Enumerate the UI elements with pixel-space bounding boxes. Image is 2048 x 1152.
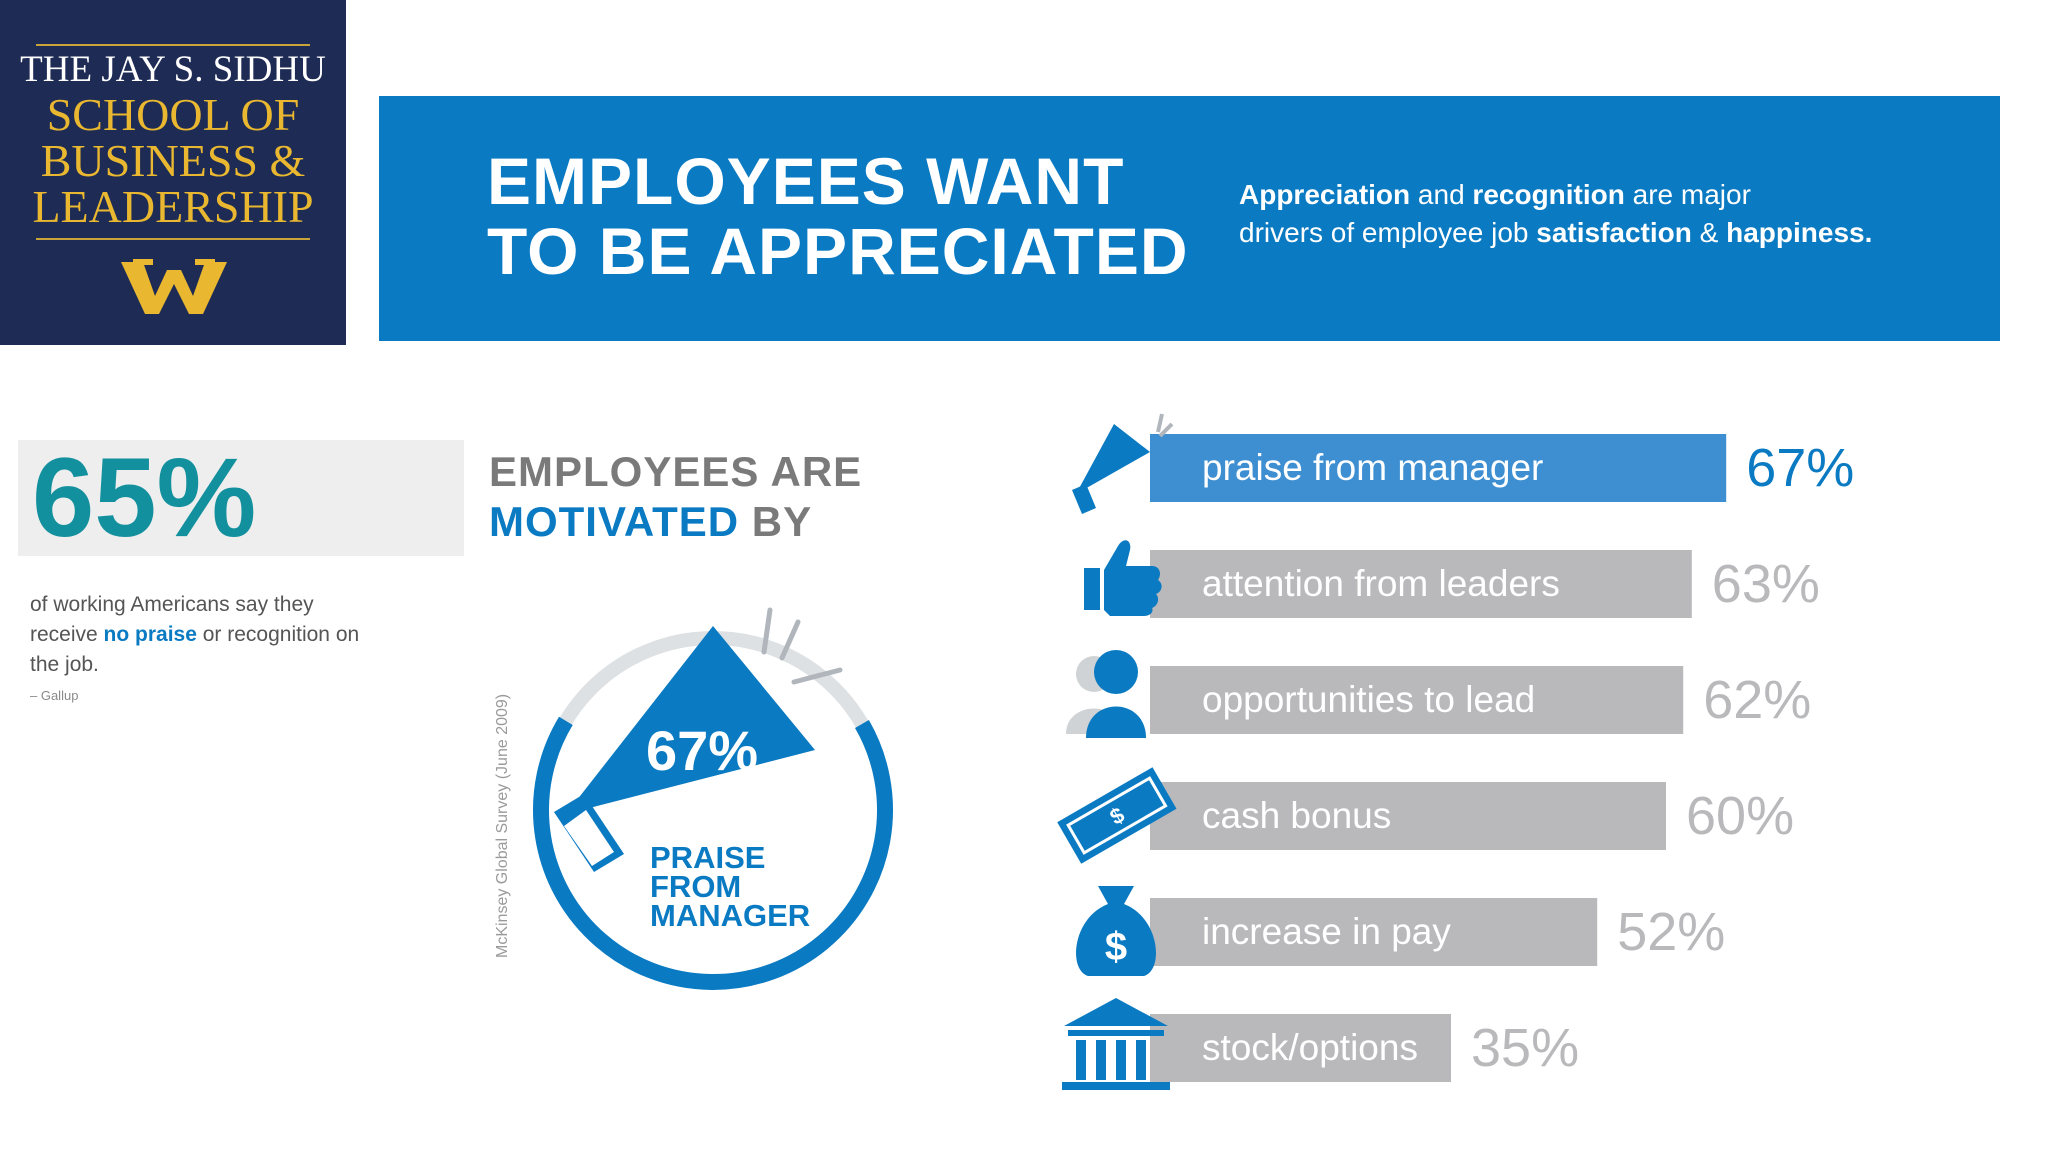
person-icon	[1066, 650, 1146, 738]
subtitle-are-major: are major	[1624, 179, 1751, 210]
stat-box: 65%	[18, 435, 464, 560]
bar-category-label: attention from leaders	[1202, 563, 1560, 604]
praise-donut-chart: 67% PRAISE FROM MANAGER	[533, 607, 893, 990]
bar-category-label: praise from manager	[1202, 447, 1543, 488]
subtitle-and: and	[1410, 179, 1473, 210]
thumbs-up-icon	[1084, 540, 1162, 616]
bank-icon	[1062, 998, 1170, 1090]
bar-value-label: 60%	[1686, 786, 1794, 846]
bar-category-label: cash bonus	[1202, 795, 1391, 836]
bar	[1150, 550, 1692, 618]
bar-category-label: stock/options	[1202, 1027, 1418, 1068]
logo-line-2: SCHOOL OF	[46, 89, 300, 140]
donut-caption-line-2: FROM	[650, 869, 741, 904]
megaphone-icon	[1072, 413, 1174, 514]
bar-row: attention from leaders 63%	[1084, 540, 1820, 618]
bar-value-label: 63%	[1712, 554, 1820, 614]
motivated-heading-by: BY	[739, 498, 813, 545]
banner-subtitle: Appreciation and recognition are major d…	[1239, 176, 1872, 252]
bar-value-label: 62%	[1703, 670, 1811, 730]
logo-rule-top	[36, 44, 310, 46]
donut-caption-line-1: PRAISE	[650, 840, 765, 875]
subtitle-amp: &	[1691, 217, 1727, 248]
money-bag-icon: $	[1076, 886, 1156, 976]
cash-bill-icon: $	[1057, 767, 1177, 864]
bar-row: stock/options 35%	[1062, 998, 1579, 1090]
bar-row: praise from manager 67%	[1072, 413, 1854, 514]
motivated-heading-motivated: MOTIVATED	[489, 498, 740, 545]
stat-caption-pre: of working Americans say they receive	[30, 593, 314, 646]
logo-line-3: BUSINESS &	[40, 135, 306, 186]
megaphone-icon	[554, 607, 843, 872]
motivated-heading: EMPLOYEES ARE MOTIVATED BY	[489, 447, 862, 547]
stat-caption-post: or recognition on the job.	[30, 623, 360, 676]
w-emblem-icon	[121, 259, 227, 314]
subtitle-recognition: recognition	[1472, 179, 1625, 210]
donut-value-label: 67%	[646, 719, 758, 782]
donut-value-arc	[533, 716, 893, 990]
motivator-bar-chart: praise from manager 67% attention from lea…	[1057, 413, 1854, 1090]
stat-source: – Gallup	[30, 688, 79, 703]
bar	[1150, 898, 1598, 966]
logo-line-1: THE JAY S. SIDHU	[20, 49, 326, 90]
bar-value-label: 35%	[1471, 1018, 1579, 1078]
logo-line-4: LEADERSHIP	[32, 181, 314, 232]
motivated-heading-line-1: EMPLOYEES ARE	[489, 448, 863, 495]
bar-value-label: 52%	[1617, 902, 1725, 962]
bar-row: cash bonus 60% $	[1057, 767, 1794, 864]
bar	[1150, 782, 1666, 850]
banner-title-line-1: EMPLOYEES WANT	[487, 144, 1125, 218]
stat-value: 65%	[32, 435, 257, 560]
logo-rule-bottom	[36, 238, 310, 240]
bar-row: opportunities to lead 62%	[1066, 650, 1811, 738]
bar-row: increase in pay 52% $	[1076, 886, 1725, 976]
bar-value-label: 67%	[1746, 438, 1854, 498]
survey-note: McKinsey Global Survey (June 2009)	[494, 693, 511, 958]
stat-caption-highlight: no praise	[103, 623, 197, 646]
bar	[1150, 1014, 1451, 1082]
banner-title-line-2: TO BE APPRECIATED	[487, 214, 1189, 288]
header-banner: EMPLOYEES WANT TO BE APPRECIATED Appreci…	[379, 96, 2000, 341]
stat-caption: of working Americans say they receive no…	[30, 590, 360, 680]
subtitle-appreciation: Appreciation	[1239, 179, 1411, 210]
donut-caption-line-3: MANAGER	[650, 898, 810, 933]
school-logo: THE JAY S. SIDHU SCHOOL OF BUSINESS & LE…	[0, 0, 346, 345]
banner-title: EMPLOYEES WANT TO BE APPRECIATED	[487, 146, 1189, 286]
subtitle-drivers: drivers of employee job	[1239, 217, 1537, 248]
bar	[1150, 434, 1727, 502]
svg-text:$: $	[1105, 925, 1127, 969]
subtitle-satisfaction: satisfaction	[1536, 217, 1692, 248]
bar	[1150, 666, 1684, 734]
bar-category-label: opportunities to lead	[1202, 679, 1535, 720]
bar-category-label: increase in pay	[1202, 911, 1451, 952]
subtitle-happiness: happiness.	[1726, 217, 1873, 248]
